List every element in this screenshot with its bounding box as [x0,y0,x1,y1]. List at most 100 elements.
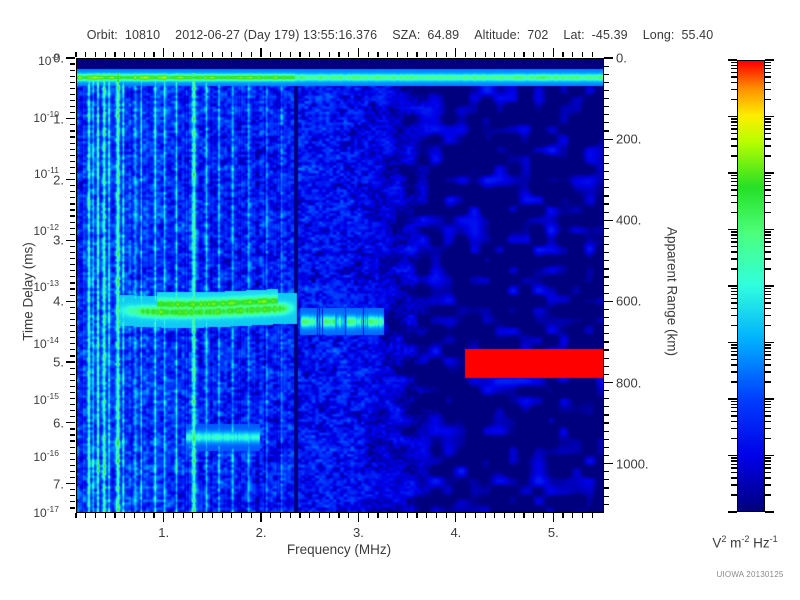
x-tick-bottom [357,512,360,522]
colorbar-minor-tick [731,251,737,253]
y-tick-right [603,276,609,278]
x-tick-bottom [406,512,408,518]
y-tick-left [69,270,75,272]
colorbar-minor-tick [731,460,737,462]
x-tick-bottom [581,512,584,518]
colorbar-minor-tick [765,467,771,469]
y-tick-left [69,379,75,381]
y-tick-label-left: 4. [53,293,64,309]
y-tick-right [603,398,609,400]
y-tick-label-left: 2. [53,172,64,188]
colorbar-minor-tick [765,237,771,239]
y-tick-label-right: 0. [616,50,627,66]
colorbar-minor-tick [731,420,737,423]
colorbar-major-tick [765,285,774,287]
x-tick-top [240,51,243,57]
colorbar-minor-tick [731,467,737,469]
colorbar-minor-tick [731,437,737,440]
y-tick-right [603,89,609,92]
x-tick-top [562,51,564,57]
colorbar-minor-tick [731,415,737,417]
y-tick-left [69,507,75,509]
colorbar-minor-tick [765,231,771,233]
y-tick-right [603,430,609,432]
y-tick-right [603,341,609,343]
colorbar-tick-exponent: -16 [46,447,59,458]
colorbar-minor-tick [731,201,737,204]
colorbar-minor-tick [731,174,737,177]
y-tick-left [69,185,75,187]
colorbar-major-tick [728,454,737,457]
colorbar-major-tick [765,454,774,457]
y-tick-right [603,268,609,270]
colorbar-major-tick [765,398,774,400]
colorbar-minor-tick [765,344,771,346]
colorbar-minor-tick [765,155,771,157]
y-tick-left [69,87,75,89]
x-tick-bottom [542,512,545,518]
y-tick-right [603,406,609,408]
colorbar-tick-exponent: -17 [46,504,59,514]
x-tick-top [328,51,330,57]
y-tick-left [69,331,75,333]
x-tick-bottom [202,512,204,518]
colorbar-tick-mantissa: 10 [38,54,52,68]
colorbar-gradient [737,60,765,512]
y-tick-right [603,187,609,189]
y-tick-left [65,118,75,120]
x-tick-top [484,51,486,57]
x-tick-bottom [465,512,467,518]
y-tick-left [69,470,75,473]
colorbar-minor-tick [731,71,737,74]
y-tick-right [603,357,609,359]
y-tick-right [603,162,609,165]
altitude-value: 702 [527,28,549,42]
units-m: m [726,535,742,551]
x-tick-bottom [163,512,165,522]
colorbar-minor-tick [731,371,737,373]
colorbar-minor-tick [731,194,737,197]
x-tick-top [211,51,213,57]
colorbar-major-tick [728,341,737,344]
colorbar-minor-tick [765,121,771,123]
y-tick-left [69,464,75,466]
y-tick-right [603,73,609,75]
colorbar-minor-tick [731,427,737,430]
x-tick-bottom [494,512,496,518]
y-tick-left [69,191,75,193]
x-tick-bottom [572,512,574,518]
x-tick-top [104,51,106,57]
y-tick-right [603,454,609,457]
y-tick-left [69,148,75,150]
y-tick-left [69,245,75,248]
x-tick-top [143,51,145,57]
colorbar-minor-tick [731,314,737,317]
colorbar-tick-mantissa: 10 [33,449,47,464]
units-v: V [712,535,722,551]
colorbar-minor-tick [731,463,737,465]
x-tick-bottom [455,512,457,522]
colorbar-minor-tick [765,76,771,78]
colorbar-minor-tick [765,128,771,130]
colorbar-tick-label: 10-12 [33,222,59,238]
colorbar-minor-tick [765,124,771,126]
x-tick-bottom [523,512,525,518]
colorbar-tick-mantissa: 10 [33,167,48,181]
colorbar-major-tick [765,59,774,61]
colorbar-minor-tick [765,241,771,243]
colorbar-minor-tick [731,98,737,101]
colorbar-minor-tick [731,287,737,290]
colorbar-minor-tick [765,211,771,214]
latitude-label: Lat: [563,28,585,42]
y-tick-right [603,471,609,473]
x-tick-top [455,47,457,57]
colorbar-major-tick [728,59,737,61]
y-tick-left [69,349,75,351]
colorbar-minor-tick [765,184,771,187]
x-tick-bottom [435,512,437,518]
y-tick-right [603,179,609,181]
y-tick-label-right: 400. [616,212,642,228]
y-tick-right [603,463,613,465]
colorbar-tick-label: 10-17 [33,504,59,520]
colorbar-minor-tick [765,61,771,64]
